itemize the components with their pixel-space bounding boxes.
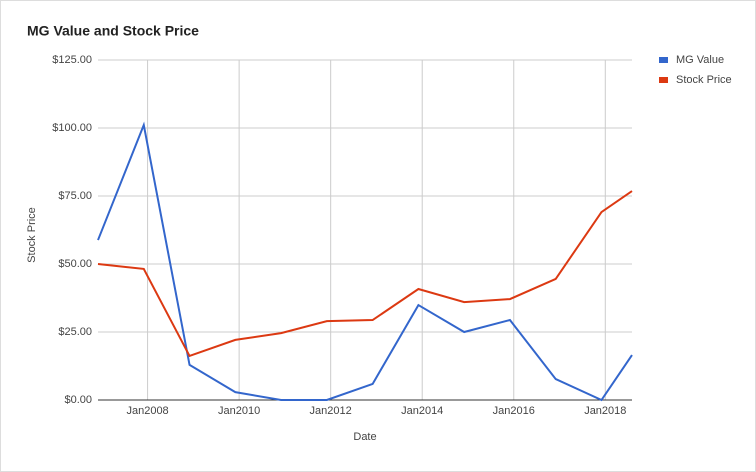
legend-swatch <box>659 77 668 83</box>
x-tick-label: Jan2010 <box>218 405 260 417</box>
x-tick-label: Jan2012 <box>310 405 352 417</box>
y-tick-label: $125.00 <box>52 54 92 66</box>
y-tick-label: $0.00 <box>64 394 92 406</box>
x-tick-label: Jan2014 <box>401 405 443 417</box>
x-tick-label: Jan2016 <box>493 405 535 417</box>
series-line <box>97 121 633 402</box>
legend-label: Stock Price <box>676 74 732 86</box>
chart-title: MG Value and Stock Price <box>27 23 199 39</box>
x-axis-title: Date <box>353 431 376 443</box>
legend-label: MG Value <box>676 54 724 66</box>
y-tick-label: $25.00 <box>58 326 92 338</box>
x-tick-label: Jan2008 <box>126 405 168 417</box>
y-tick-label: $100.00 <box>52 122 92 134</box>
y-axis-title: Stock Price <box>26 207 38 263</box>
series-line <box>97 190 633 358</box>
y-tick-label: $50.00 <box>58 258 92 270</box>
x-tick-label: Jan2018 <box>584 405 626 417</box>
legend-swatch <box>659 57 668 63</box>
y-tick-label: $75.00 <box>58 190 92 202</box>
